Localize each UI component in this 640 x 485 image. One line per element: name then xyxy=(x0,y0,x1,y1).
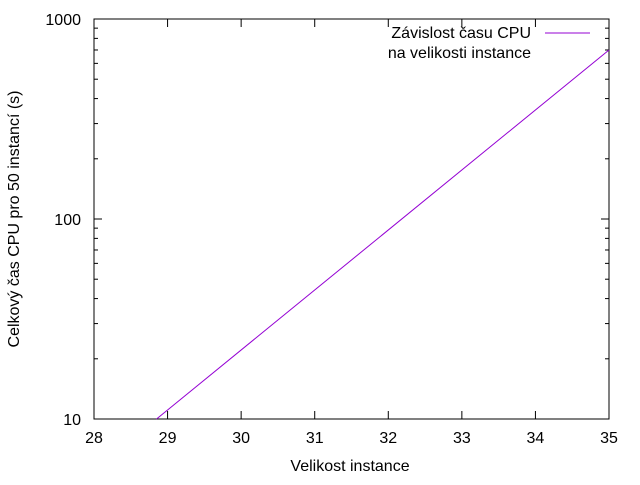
y-axis-ticks: 10 100 1000 xyxy=(45,12,609,429)
legend-label-line2: na velikosti instance xyxy=(388,45,531,62)
legend-label-line1: Závislost času CPU xyxy=(391,25,531,42)
x-tick-label: 30 xyxy=(232,430,250,447)
y-axis-label: Celkový čas CPU pro 50 instancí (s) xyxy=(6,91,23,348)
plot-frame xyxy=(93,18,610,420)
x-tick-label: 34 xyxy=(527,430,545,447)
x-tick-label: 31 xyxy=(306,430,324,447)
x-tick-label: 35 xyxy=(600,430,618,447)
plot-border xyxy=(93,18,610,420)
series-layer xyxy=(156,49,610,420)
legend: Závislost času CPU na velikosti instance xyxy=(388,25,590,62)
y-tick-label: 100 xyxy=(54,212,81,229)
y-minor-ticks xyxy=(94,27,609,360)
y-tick-label: 10 xyxy=(63,412,81,429)
x-axis-ticks: 28 29 30 31 32 33 34 35 xyxy=(85,19,618,447)
x-tick-label: 32 xyxy=(379,430,397,447)
x-tick-label: 28 xyxy=(85,430,103,447)
x-tick-label: 29 xyxy=(159,430,177,447)
y-tick-label: 1000 xyxy=(45,12,81,29)
x-axis-label: Velikost instance xyxy=(290,458,409,475)
series-line xyxy=(156,49,610,420)
x-tick-label: 33 xyxy=(453,430,471,447)
